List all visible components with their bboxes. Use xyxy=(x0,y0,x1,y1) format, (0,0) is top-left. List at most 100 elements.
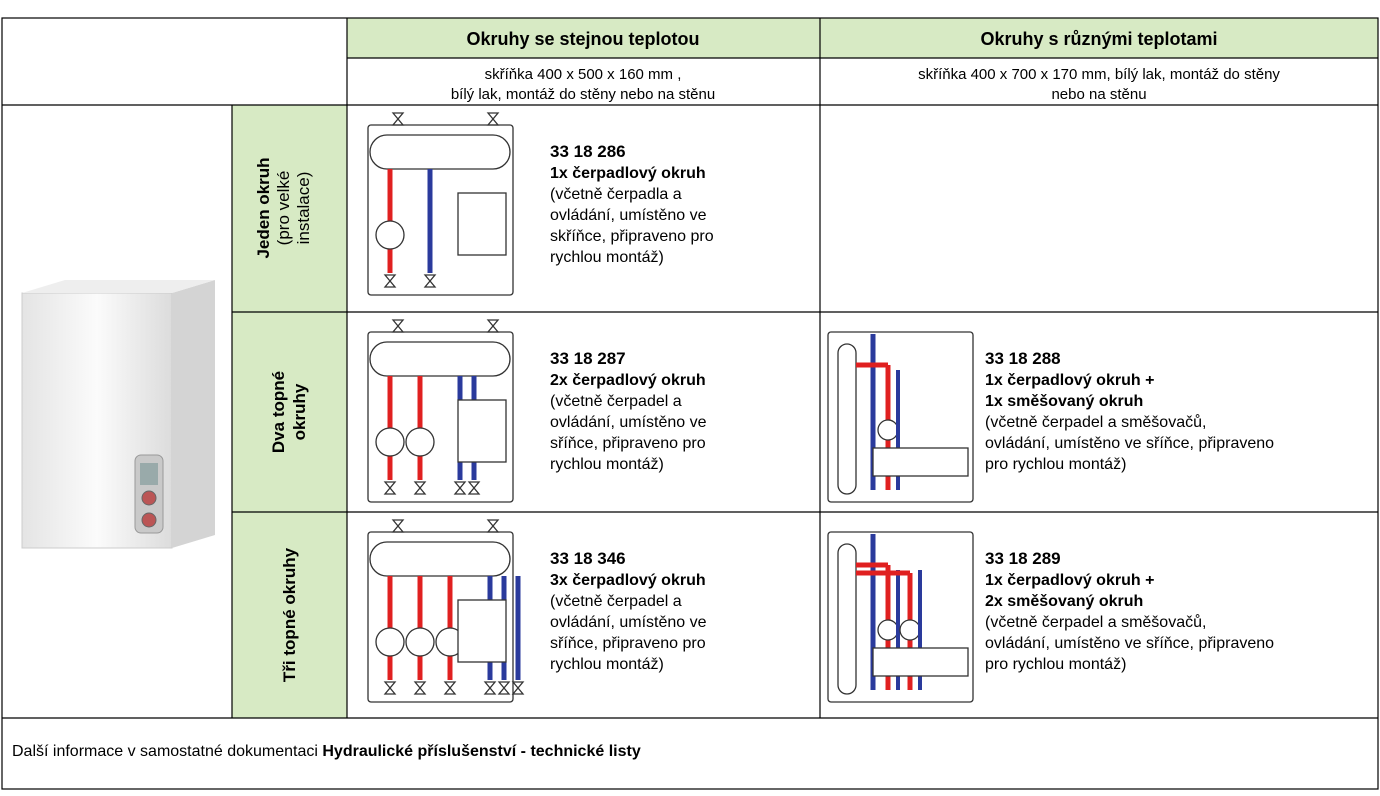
row-label-note: (pro velké xyxy=(274,171,293,246)
column-title: Okruhy se stejnou teplotou xyxy=(466,29,699,49)
item-desc: ovládání, umístěno ve sříňce, připraveno xyxy=(985,435,1274,452)
item-desc: ovládání, umístěno ve xyxy=(550,614,707,631)
row-label: Tři topné okruhy xyxy=(280,547,299,682)
item-title: 3x čerpadlový okruh xyxy=(550,572,706,589)
pump xyxy=(375,627,405,657)
valve xyxy=(453,481,467,495)
boiler-image xyxy=(21,280,215,549)
item-title: 1x čerpadlový okruh xyxy=(550,165,706,182)
item-code: 33 18 289 xyxy=(985,549,1061,568)
row-header-band xyxy=(232,105,347,718)
item-code: 33 18 286 xyxy=(550,142,626,161)
item-desc: pro rychlou montáž) xyxy=(985,456,1126,473)
item-desc: skříňce, připraveno pro xyxy=(550,228,714,245)
item-desc: sříňce, připraveno pro xyxy=(550,635,706,652)
valve xyxy=(383,274,397,288)
valve xyxy=(391,112,405,126)
item-desc: (včetně čerpadla a xyxy=(550,186,682,203)
schematic xyxy=(827,331,974,503)
row-label: Jeden okruh (pro velké instalace) xyxy=(254,157,313,258)
valve xyxy=(486,112,500,126)
header-band xyxy=(347,18,1378,58)
valve xyxy=(486,519,500,533)
schematic-tank xyxy=(837,343,857,495)
pump xyxy=(375,220,405,250)
pump xyxy=(405,427,435,457)
valve xyxy=(413,481,427,495)
footer-plain: Další informace v samostatné dokumentaci xyxy=(12,743,322,760)
row-label-main: Jeden okruh xyxy=(254,157,273,258)
valve xyxy=(383,681,397,695)
schematic-box xyxy=(457,192,507,256)
item-title: 1x čerpadlový okruh + xyxy=(985,572,1154,589)
column-note: bílý lak, montáž do stěny nebo na stěnu xyxy=(451,86,715,103)
valve xyxy=(497,681,511,695)
grid xyxy=(1,17,1379,790)
item-desc: sříňce, připraveno pro xyxy=(550,435,706,452)
pump xyxy=(877,619,899,641)
schematic xyxy=(827,531,974,703)
row-label-main: Dva topné xyxy=(269,371,288,453)
schematic-frame xyxy=(367,531,514,703)
valve xyxy=(443,681,457,695)
column-note: skříňka 400 x 700 x 170 mm, bílý lak, mo… xyxy=(918,66,1280,83)
item-desc: (včetně čerpadel a směšovačů, xyxy=(985,613,1206,631)
valve xyxy=(483,681,497,695)
row-label-note: instalace) xyxy=(294,172,313,245)
valve xyxy=(413,681,427,695)
pump xyxy=(899,619,921,641)
item-desc: rychlou montáž) xyxy=(550,456,664,473)
pump xyxy=(405,627,435,657)
schematic xyxy=(367,319,514,503)
item-title: 2x čerpadlový okruh xyxy=(550,372,706,389)
schematic-tank xyxy=(837,543,857,695)
schematic-tank xyxy=(369,341,511,377)
pump xyxy=(375,427,405,457)
column-title: Okruhy s různými teplotami xyxy=(980,29,1217,49)
item-desc: (včetně čerpadel a xyxy=(550,593,682,610)
valve xyxy=(423,274,437,288)
schematic xyxy=(367,112,514,296)
column-note: skříňka 400 x 500 x 160 mm , xyxy=(485,66,682,83)
item-desc: rychlou montáž) xyxy=(550,656,664,673)
item-desc: ovládání, umístěno ve xyxy=(550,414,707,431)
item-desc: (včetně čerpadel a směšovačů, xyxy=(985,413,1206,431)
schematic-frame xyxy=(367,124,514,296)
schematic-frame xyxy=(827,331,974,503)
item-code: 33 18 288 xyxy=(985,349,1061,368)
schematic-box xyxy=(872,647,969,677)
item-code: 33 18 346 xyxy=(550,549,626,568)
schematic-box xyxy=(457,599,507,663)
item-title: 1x čerpadlový okruh + xyxy=(985,372,1154,389)
schematic-frame xyxy=(367,331,514,503)
valve xyxy=(511,681,525,695)
schematic xyxy=(367,519,525,703)
schematic-tank xyxy=(369,541,511,577)
valve xyxy=(467,481,481,495)
valve xyxy=(383,481,397,495)
item-desc: ovládání, umístěno ve xyxy=(550,207,707,224)
valve xyxy=(391,319,405,333)
valve xyxy=(486,319,500,333)
item-desc: ovládání, umístěno ve sříňce, připraveno xyxy=(985,635,1274,652)
valve xyxy=(391,519,405,533)
pump xyxy=(877,419,899,441)
schematic-box xyxy=(872,447,969,477)
schematic-box xyxy=(457,399,507,463)
column-note: nebo na stěnu xyxy=(1051,86,1146,103)
item-title: 2x směšovaný okruh xyxy=(985,593,1143,610)
item-desc: rychlou montáž) xyxy=(550,249,664,266)
item-desc: (včetně čerpadel a xyxy=(550,393,682,410)
row-label: Dva topné okruhy xyxy=(269,371,309,453)
row-label-main: okruhy xyxy=(290,383,309,440)
schematic-frame xyxy=(827,531,974,703)
item-code: 33 18 287 xyxy=(550,349,626,368)
footer-text: Další informace v samostatné dokumentaci… xyxy=(12,743,641,760)
footer-bold: Hydraulické příslušenství - technické li… xyxy=(322,743,640,760)
item-desc: pro rychlou montáž) xyxy=(985,656,1126,673)
row-label-main: Tři topné okruhy xyxy=(280,547,299,682)
schematic-tank xyxy=(369,134,511,170)
item-title: 1x směšovaný okruh xyxy=(985,393,1143,410)
